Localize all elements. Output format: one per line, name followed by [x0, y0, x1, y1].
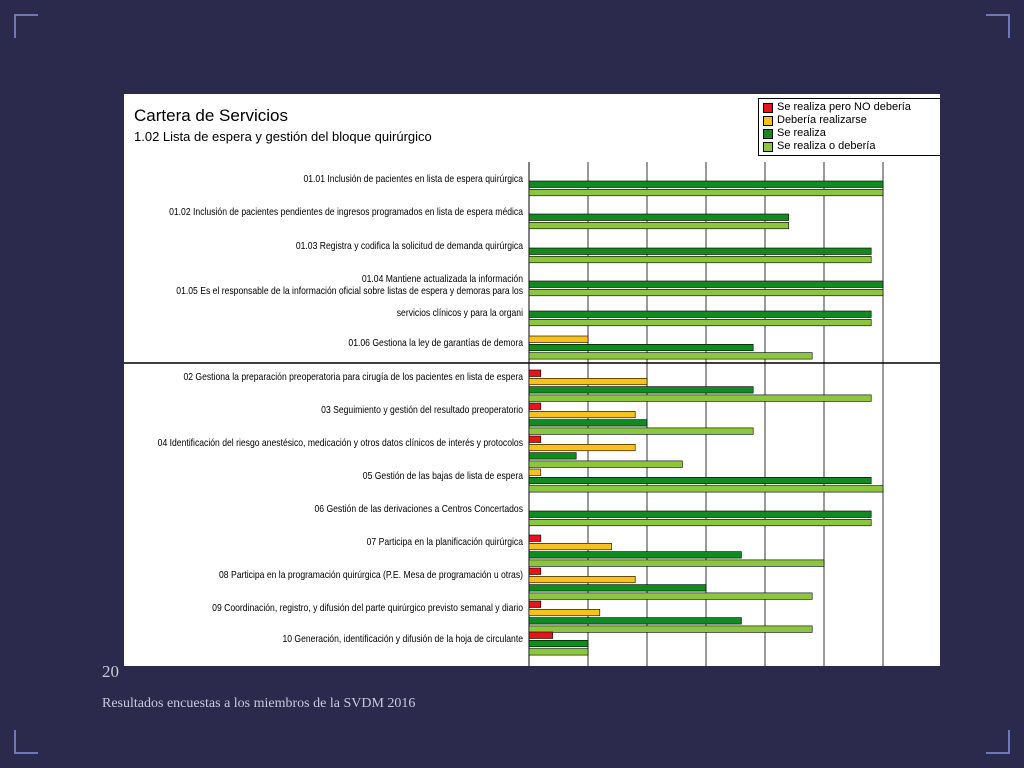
bar — [528, 280, 884, 288]
frame-corner-bottom-left — [14, 730, 38, 754]
bar — [528, 534, 542, 542]
bar — [528, 648, 589, 656]
legend-swatch-dark-green — [763, 128, 773, 139]
bar — [528, 247, 872, 255]
bar — [528, 394, 872, 402]
bar — [528, 575, 636, 584]
slide-number: 20 — [102, 662, 119, 681]
bar — [528, 213, 789, 221]
legend-swatch-light-green — [763, 141, 773, 152]
bar — [528, 567, 542, 575]
bar — [528, 189, 884, 197]
bar — [528, 625, 813, 633]
bar — [528, 310, 872, 318]
legend-label: Se realiza o debería — [777, 140, 876, 152]
bar — [528, 386, 754, 394]
bar — [528, 631, 553, 639]
bar — [528, 427, 754, 435]
category-label: 08 Participa en la programación quirúrgi… — [219, 569, 523, 581]
bar — [528, 485, 884, 493]
frame-corner-top-right — [986, 14, 1010, 38]
category-label: 03 Seguimiento y gestión del resultado p… — [321, 404, 523, 416]
category-label: 01.02 Inclusión de pacientes pendientes … — [169, 206, 524, 218]
bar — [528, 518, 872, 527]
frame-corner-bottom-right — [986, 730, 1010, 754]
bar — [528, 335, 589, 343]
category-label: 01.06 Gestiona la ley de garantías de de… — [348, 337, 523, 349]
bar — [528, 180, 884, 188]
bar — [528, 344, 754, 352]
category-label: 07 Participa en la planificación quirúrg… — [367, 536, 524, 548]
bar — [528, 319, 872, 327]
chart-panel: Cartera de Servicios 1.02 Lista de esper… — [124, 94, 940, 666]
frame-corner-top-left — [14, 14, 38, 38]
legend-label: Debería realizarse — [777, 114, 867, 126]
bar — [528, 443, 636, 452]
category-label: 06 Gestión de las derivaciones a Centros… — [314, 503, 523, 515]
legend-swatch-red — [763, 102, 773, 113]
legend-label: Se realiza pero NO debería — [777, 101, 911, 113]
bar — [528, 510, 872, 518]
bar — [528, 289, 884, 297]
legend-item: Se realiza o debería — [763, 140, 939, 153]
bar — [528, 256, 872, 264]
bar — [528, 369, 542, 377]
chart-subtitle: 1.02 Lista de espera y gestión del bloqu… — [134, 129, 432, 144]
bar — [528, 617, 742, 625]
category-label: servicios clínicos y para la organi — [397, 307, 523, 319]
bar — [528, 542, 612, 551]
bar — [528, 452, 577, 460]
category-label: 04 Identificación del riesgo anestésico,… — [158, 437, 524, 449]
bar — [528, 592, 813, 600]
bar-chart: 01.01 Inclusión de pacientes en lista de… — [124, 162, 940, 666]
bar — [528, 608, 601, 617]
bar — [528, 639, 589, 648]
chart-legend: Se realiza pero NO debería Debería reali… — [758, 98, 940, 156]
bar — [528, 559, 825, 567]
legend-label: Se realiza — [777, 127, 826, 139]
bar — [528, 402, 542, 410]
category-label: 09 Coordinación, registro, y difusión de… — [212, 602, 523, 614]
legend-swatch-yellow — [763, 115, 773, 126]
bar — [528, 476, 872, 485]
footer-caption: Resultados encuestas a los miembros de l… — [102, 696, 416, 711]
category-label: 10 Generación, identificación y difusión… — [282, 633, 523, 645]
category-label: 01.01 Inclusión de pacientes en lista de… — [303, 173, 523, 185]
bar — [528, 435, 542, 443]
legend-item: Debería realizarse — [763, 114, 939, 127]
bar — [528, 600, 542, 608]
bar — [528, 377, 648, 386]
category-label: 05 Gestión de las bajas de lista de espe… — [363, 470, 524, 482]
bar — [528, 410, 636, 419]
bar — [528, 468, 542, 476]
category-label: 02 Gestiona la preparación preoperatoria… — [183, 371, 523, 383]
category-label: 01.05 Es el responsable de la informació… — [176, 285, 523, 297]
bar — [528, 460, 683, 468]
chart-title: Cartera de Servicios — [134, 106, 289, 125]
bar — [528, 551, 742, 559]
bar — [528, 352, 813, 360]
legend-item: Se realiza pero NO debería — [763, 101, 939, 114]
legend-item: Se realiza — [763, 127, 939, 140]
category-label: 01.04 Mantiene actualizada la informació… — [362, 273, 523, 285]
bar — [528, 419, 648, 427]
bar — [528, 584, 707, 592]
bar — [528, 222, 789, 230]
category-label: 01.03 Registra y codifica la solicitud d… — [296, 240, 524, 252]
